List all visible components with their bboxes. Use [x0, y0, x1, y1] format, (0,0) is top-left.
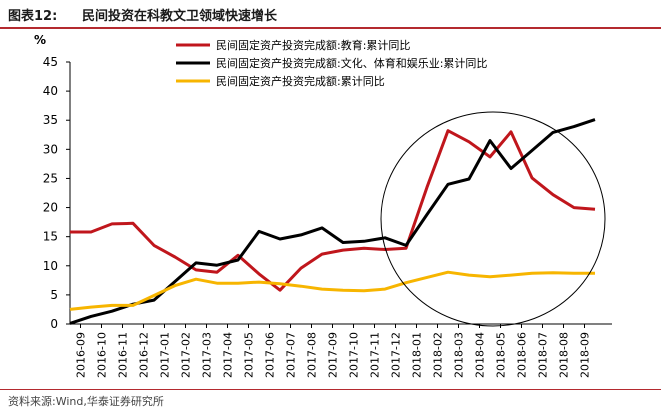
- x-tick-label: 2017-10: [348, 332, 361, 378]
- figure-header: 图表12: 民间投资在科教文卫领域快速增长: [0, 0, 661, 27]
- footer-divider: [0, 389, 661, 390]
- highlight-circle: [380, 111, 606, 327]
- highlight-annotation: [380, 111, 606, 327]
- x-tick-label: 2018-02: [432, 332, 445, 378]
- x-tick-label: 2017-12: [390, 332, 403, 378]
- source-note: 资料来源:Wind,华泰证券研究所: [8, 395, 164, 408]
- y-tick-label: 25: [43, 171, 58, 185]
- x-tick-label: 2018-05: [495, 332, 508, 378]
- x-tick-label: 2017-09: [327, 332, 340, 378]
- series-lines: [69, 118, 596, 325]
- x-tick-label: 2018-07: [537, 332, 550, 378]
- legend-label: 民间固定资产投资完成额:文化、体育和娱乐业:累计同比: [216, 56, 487, 70]
- y-tick-label: 0: [50, 317, 58, 331]
- x-tick-label: 2016-12: [138, 332, 151, 378]
- x-tick-label: 2017-02: [180, 332, 193, 378]
- header-divider: [0, 27, 661, 29]
- y-tick-label: 10: [43, 259, 58, 273]
- x-tick-label: 2016-10: [96, 332, 109, 378]
- y-tick-label: 5: [50, 288, 58, 302]
- x-tick-label: 2018-08: [558, 332, 571, 378]
- x-axis-tick-labels: 2016-09 2016-10 2016-11 2016-12 2017-01 2017-…: [75, 332, 592, 378]
- series-line-3: [69, 270, 595, 311]
- y-tick-label: 45: [43, 55, 58, 69]
- x-tick-label: 2018-09: [579, 332, 592, 378]
- y-tick-label: 20: [43, 201, 58, 215]
- figure-label: 图表12:: [8, 9, 58, 24]
- figure-title: 民间投资在科教文卫领域快速增长: [82, 9, 278, 24]
- chart-legend: 民间固定资产投资完成额:教育:累计同比民间固定资产投资完成额:文化、体育和娱乐业…: [176, 38, 487, 88]
- series-line-1: [70, 129, 596, 292]
- legend-label: 民间固定资产投资完成额:累计同比: [216, 74, 385, 88]
- x-tick-label: 2016-09: [75, 332, 88, 378]
- x-tick-label: 2017-06: [264, 332, 277, 378]
- x-tick-label: 2018-03: [453, 332, 466, 378]
- x-tick-label: 2017-04: [222, 332, 235, 378]
- y-tick-label: 15: [43, 230, 58, 244]
- y-tick-label: 35: [43, 113, 58, 127]
- x-tick-label: 2017-07: [285, 332, 298, 378]
- x-tick-label: 2017-11: [369, 332, 382, 378]
- x-tick-label: 2017-08: [306, 332, 319, 378]
- x-tick-label: 2017-01: [159, 332, 172, 378]
- x-tick-label: 2017-05: [243, 332, 256, 378]
- chart-axes: [66, 61, 612, 328]
- y-tick-label: 40: [43, 84, 58, 98]
- series-line-2: [69, 118, 596, 325]
- x-tick-label: 2018-04: [474, 332, 487, 378]
- y-axis-tick-labels: 0 5 10 15 20 25 30 35 40 45: [43, 55, 58, 331]
- x-tick-label: 2017-03: [201, 332, 214, 378]
- x-tick-label: 2016-11: [117, 332, 130, 378]
- x-tick-label: 2018-01: [411, 332, 424, 378]
- legend-label: 民间固定资产投资完成额:教育:累计同比: [216, 38, 410, 52]
- y-tick-label: 30: [43, 142, 58, 156]
- y-axis-unit: %: [34, 33, 46, 47]
- line-chart: 0 5 10 15 20 25 30 35 40 45 2016-09 2016-10 2016-11…: [34, 33, 612, 378]
- x-tick-label: 2018-06: [516, 332, 529, 378]
